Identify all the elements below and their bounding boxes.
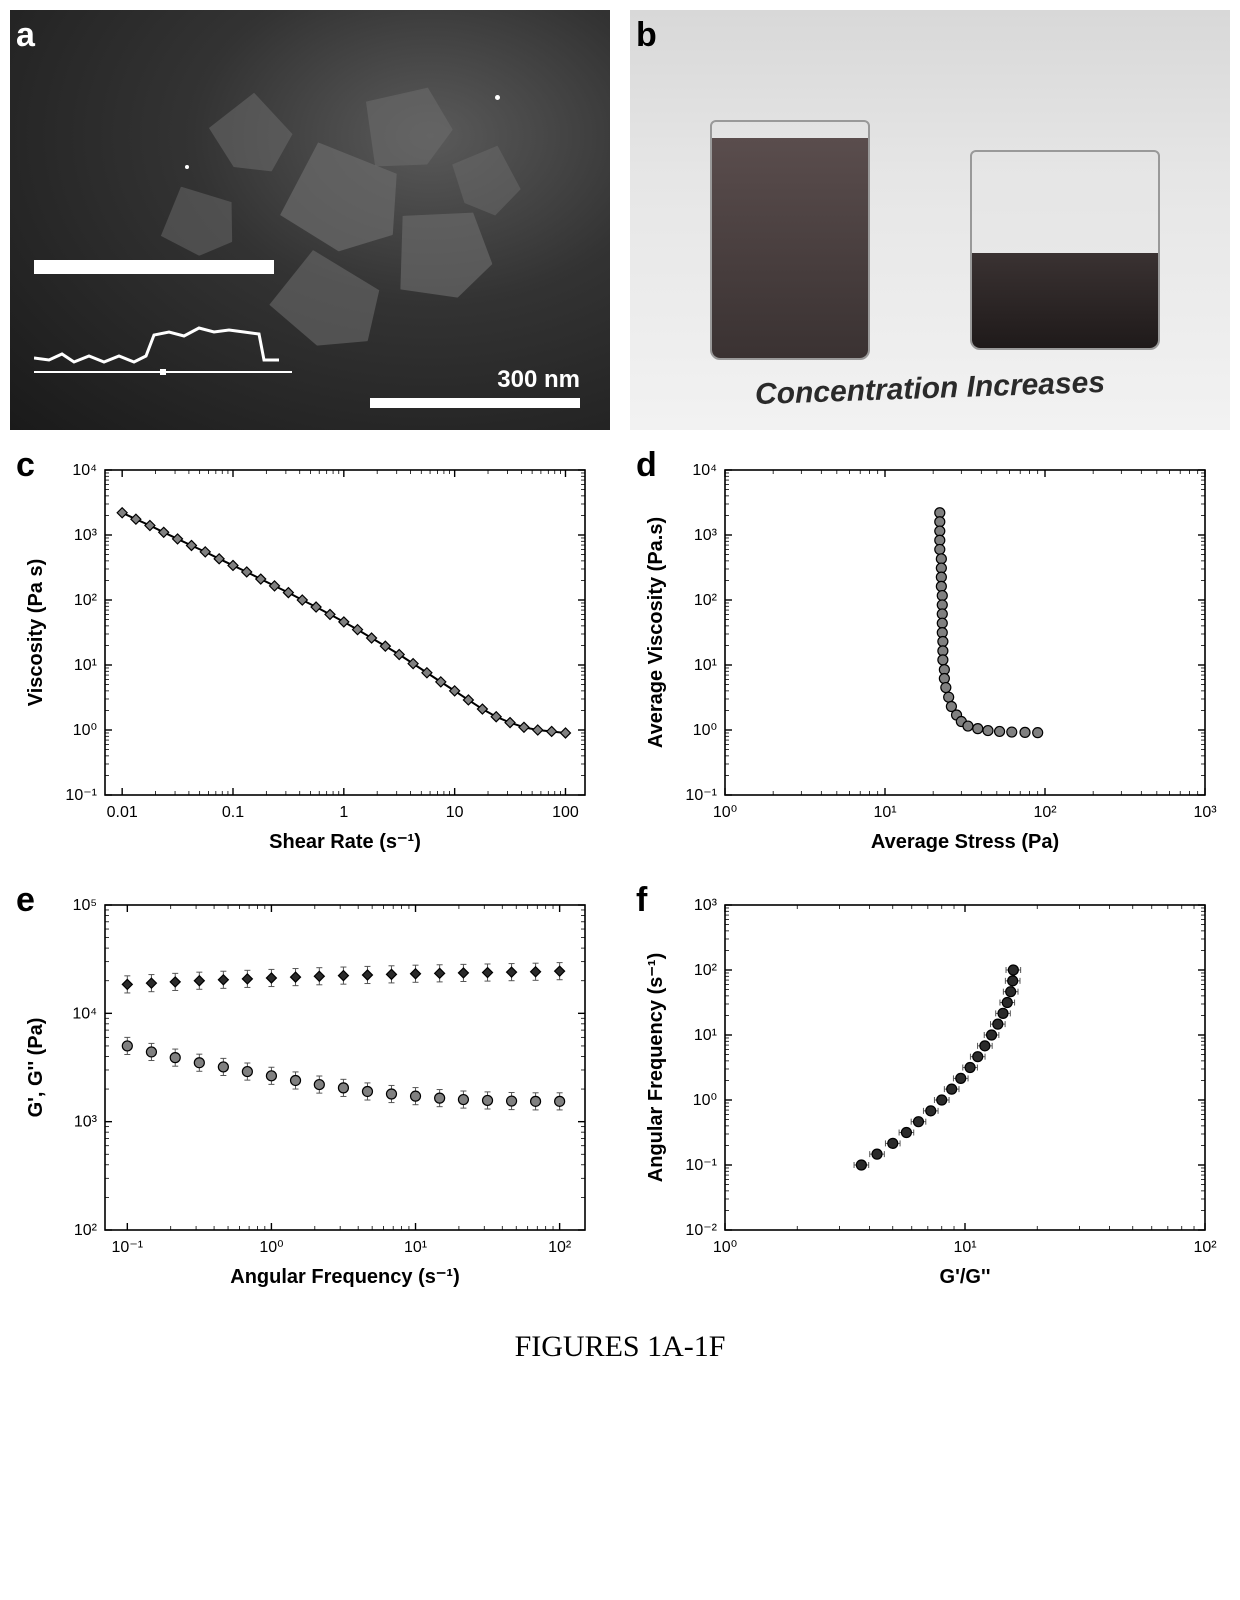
svg-text:10³: 10³ (694, 527, 718, 544)
svg-text:10⁻¹: 10⁻¹ (112, 1239, 144, 1256)
svg-text:10²: 10² (1033, 804, 1057, 821)
svg-text:10⁰: 10⁰ (693, 1092, 717, 1109)
panel-a-label: a (16, 16, 35, 55)
svg-text:10⁰: 10⁰ (693, 722, 717, 739)
vial-low-conc (710, 120, 870, 360)
svg-text:Average Stress (Pa): Average Stress (Pa) (871, 831, 1059, 853)
svg-text:0.01: 0.01 (107, 804, 138, 821)
svg-text:10¹: 10¹ (694, 1027, 717, 1044)
height-trace (34, 310, 294, 380)
figure-grid: a 300 nm b (10, 10, 1230, 1300)
figure-caption: FIGURES 1A-1F (10, 1330, 1230, 1364)
svg-text:Shear Rate (s⁻¹): Shear Rate (s⁻¹) (269, 831, 421, 853)
svg-text:10¹: 10¹ (873, 804, 896, 821)
svg-text:Angular Frequency (s⁻¹): Angular Frequency (s⁻¹) (645, 953, 667, 1182)
svg-text:10²: 10² (694, 592, 718, 609)
svg-text:Viscosity (Pa s): Viscosity (Pa s) (25, 559, 47, 706)
svg-text:10⁻¹: 10⁻¹ (685, 787, 717, 804)
svg-text:0.1: 0.1 (222, 804, 244, 821)
scalebar-text: 300 nm (497, 366, 580, 394)
svg-text:100: 100 (552, 804, 579, 821)
svg-text:10⁰: 10⁰ (713, 804, 737, 821)
svg-text:G', G'' (Pa): G', G'' (Pa) (25, 1018, 47, 1118)
chart-c: 0.01 0.1 1 10 100 10⁻¹ 10⁰ 10¹ 10² 10³ 10⁴ Shear Ra… (10, 440, 610, 860)
height-profile-bar (34, 260, 274, 274)
panel-e-label: e (16, 881, 35, 920)
panel-a-micrograph: 300 nm (10, 10, 610, 430)
svg-text:10⁰: 10⁰ (259, 1239, 283, 1256)
svg-text:10³: 10³ (1193, 804, 1217, 821)
panel-b: b Concentration Increases (630, 10, 1230, 430)
svg-text:10¹: 10¹ (694, 657, 717, 674)
panel-f: f 10⁰ 10¹ 10² 10⁻² 10⁻¹ 10⁰ 10¹ 10² 10³ G'/G'' Ang… (630, 875, 1230, 1300)
svg-text:10⁴: 10⁴ (72, 462, 97, 479)
svg-text:10¹: 10¹ (953, 1239, 976, 1256)
chart-e: 10⁻¹ 10⁰ 10¹ 10² 10² 10³ 10⁴ 10⁵ Angular Frequen… (10, 875, 610, 1295)
panel-f-label: f (636, 881, 647, 920)
svg-text:10²: 10² (548, 1239, 572, 1256)
svg-text:10²: 10² (74, 592, 98, 609)
scalebar (370, 398, 580, 408)
svg-text:10³: 10³ (74, 1114, 98, 1131)
concentration-text: Concentration Increases (754, 366, 1105, 412)
svg-text:10⁻¹: 10⁻¹ (65, 787, 97, 804)
panel-c-label: c (16, 446, 35, 485)
chart-d: 10⁰10¹10²10³10⁻¹10⁰10¹10²10³10⁴Average S… (630, 440, 1230, 860)
svg-text:10²: 10² (74, 1222, 98, 1239)
panel-e: e 10⁻¹ 10⁰ 10¹ 10² 10² 10³ 10⁴ 10⁵ Angular Frequ… (10, 875, 610, 1300)
panel-c: c 0.01 0.1 1 10 100 10⁻¹ 10⁰ 10¹ 10² 10³ 10⁴ Shear … (10, 440, 610, 865)
panel-a: a 300 nm (10, 10, 610, 430)
panel-d-label: d (636, 446, 657, 485)
svg-text:10⁰: 10⁰ (73, 722, 97, 739)
panel-d: d 10⁰10¹10²10³10⁻¹10⁰10¹10²10³10⁴Average… (630, 440, 1230, 865)
svg-text:G'/G'': G'/G'' (940, 1266, 991, 1288)
vial-high-conc (970, 150, 1160, 350)
svg-text:10³: 10³ (694, 897, 718, 914)
panel-b-label: b (636, 16, 657, 55)
chart-f: 10⁰ 10¹ 10² 10⁻² 10⁻¹ 10⁰ 10¹ 10² 10³ G'/G'' Angul… (630, 875, 1230, 1295)
svg-text:1: 1 (339, 804, 348, 821)
svg-text:10¹: 10¹ (74, 657, 97, 674)
svg-text:10⁻¹: 10⁻¹ (685, 1157, 717, 1174)
svg-text:10⁰: 10⁰ (713, 1239, 737, 1256)
svg-text:10⁵: 10⁵ (73, 897, 97, 914)
svg-text:10⁴: 10⁴ (72, 1005, 97, 1022)
svg-text:10³: 10³ (74, 527, 98, 544)
panel-b-photo: Concentration Increases (630, 10, 1230, 430)
svg-text:Average Viscosity (Pa.s): Average Viscosity (Pa.s) (645, 517, 667, 748)
svg-text:10⁴: 10⁴ (692, 462, 717, 479)
svg-text:10²: 10² (1193, 1239, 1217, 1256)
svg-text:10¹: 10¹ (404, 1239, 427, 1256)
svg-text:10: 10 (446, 804, 464, 821)
svg-text:Angular Frequency (s⁻¹): Angular Frequency (s⁻¹) (230, 1266, 459, 1288)
svg-text:10²: 10² (694, 962, 718, 979)
svg-text:10⁻²: 10⁻² (685, 1222, 717, 1239)
